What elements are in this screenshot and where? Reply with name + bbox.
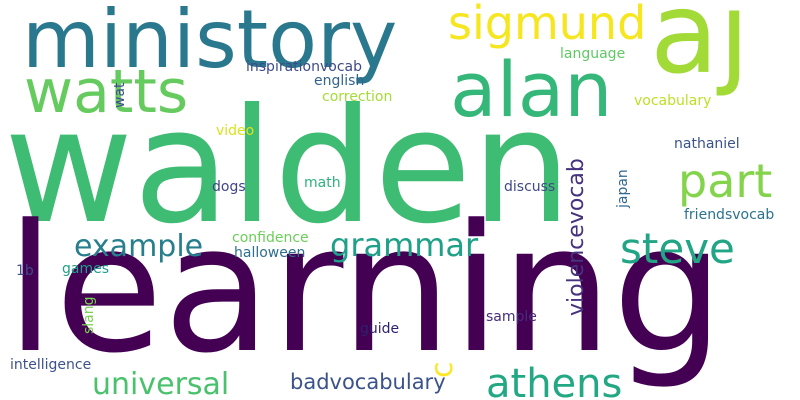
word-english: english — [314, 73, 365, 89]
word-math: math — [304, 175, 341, 191]
word-halloween: halloween — [234, 245, 306, 261]
word-dogs: dogs — [212, 179, 246, 195]
word-watts: watts — [24, 57, 189, 127]
word-grammar: grammar — [330, 226, 479, 264]
word-intelligence: intelligence — [10, 357, 92, 373]
word-discuss: discuss — [504, 179, 556, 195]
word-inspirationvocab: inspirationvocab — [246, 59, 362, 75]
word-wat-vertical: wat — [112, 82, 128, 108]
word-sigmund: sigmund — [448, 0, 647, 50]
word-correction: correction — [322, 89, 393, 105]
word-aj: aj — [650, 0, 750, 99]
word-badvocabulary: badvocabulary — [290, 370, 446, 394]
word-vocabulary: vocabulary — [634, 93, 712, 109]
word-slang-vertical: slang — [81, 296, 97, 334]
word-part: part — [678, 154, 773, 208]
word-japan-vertical: japan — [615, 169, 631, 208]
word-athens: athens — [486, 361, 623, 400]
word-steve: steve — [620, 224, 735, 273]
word-ministory: ministory — [22, 0, 398, 86]
word-violencevocab-vertical: violencevocab — [564, 158, 589, 316]
word-universal: universal — [92, 367, 230, 400]
word-sample: sample — [486, 309, 537, 325]
word-friendsvocab: friendsvocab — [684, 207, 775, 223]
word-confidence: confidence — [232, 230, 309, 246]
word-alan: alan — [450, 45, 613, 134]
word-example: example — [74, 229, 204, 264]
word-learning: learning — [6, 187, 725, 392]
word-nathaniel: nathaniel — [674, 136, 740, 152]
word-walden: walden — [4, 75, 572, 259]
word-language: language — [560, 46, 626, 62]
word-guide: guide — [360, 321, 400, 337]
word-video: video — [216, 123, 255, 139]
word-1b: 1b — [16, 263, 34, 279]
word-games: games — [62, 261, 110, 277]
word-c-vertical: c — [425, 361, 460, 379]
